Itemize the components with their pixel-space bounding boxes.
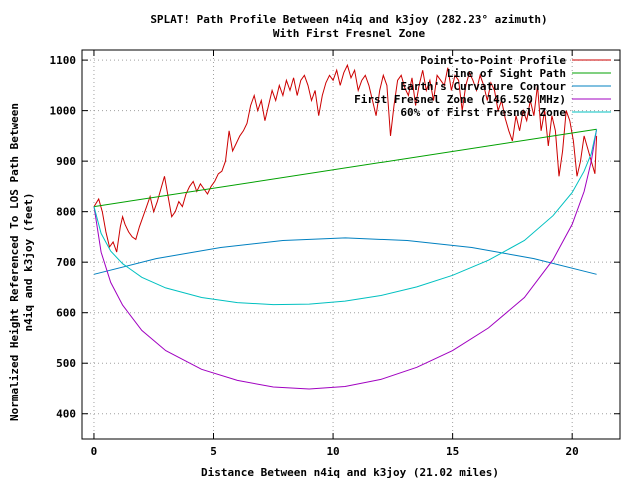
series-line-point-to-point-profile [93,63,598,253]
x-tick-label: 0 [91,445,98,458]
y-tick-label: 500 [56,357,76,370]
chart-title: SPLAT! Path Profile Between n4iq and k3j… [150,13,547,26]
series-line-first-fresnel-zone-146-520-mhz [93,129,598,390]
axis-ticks: 0 5 10 15 20 400 500 600 700 800 900 1000 1100 [50,50,620,458]
plot-frame [81,49,621,440]
legend-label: Line of Sight Path [447,67,566,80]
x-axis-label: Distance Between n4iq and k3joy (21.02 m… [201,466,499,479]
y-tick-label: 600 [56,307,76,320]
y-tick-label: 400 [56,408,76,421]
series-line-earth-s-curvature-contour [93,237,597,275]
y-axis-label-line2: n4iq and k3joy (feet) [22,192,35,331]
x-tick-label: 15 [446,445,459,458]
x-tick-label: 10 [326,445,339,458]
legend-label: 60% of First Fresnel Zone [400,106,566,119]
y-tick-label: 1100 [50,54,77,67]
y-tick-label: 800 [56,206,76,219]
series-line-60-of-first-fresnel-zone [93,129,598,306]
legend-label: First Fresnel Zone (146.520 MHz) [354,93,566,106]
y-tick-label: 900 [56,155,76,168]
series-group [93,63,598,390]
series-line-line-of-sight-path [93,128,597,208]
chart-subtitle: With First Fresnel Zone [273,27,426,40]
y-tick-label: 700 [56,256,76,269]
y-tick-label: 1000 [50,105,77,118]
legend-label: Earth's Curvature Contour [400,80,566,93]
y-axis-label-line1: Normalized Height Referenced To LOS Path… [8,103,21,421]
legend-label: Point-to-Point Profile [420,54,566,67]
x-tick-label: 20 [566,445,579,458]
grid-lines [82,50,620,439]
x-tick-label: 5 [210,445,217,458]
